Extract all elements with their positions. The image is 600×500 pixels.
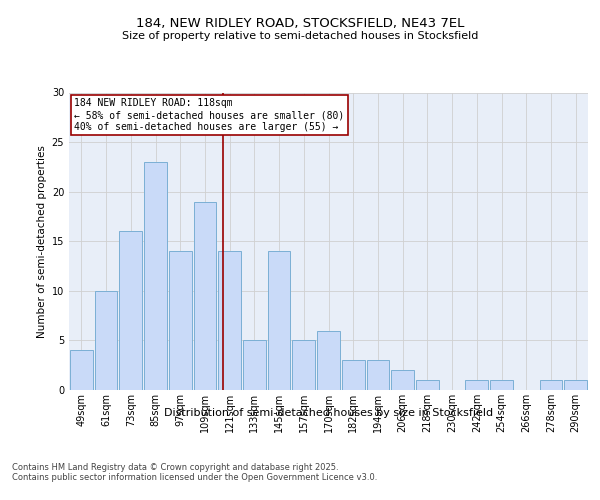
Bar bbox=[268, 251, 290, 390]
Bar bbox=[416, 380, 439, 390]
Bar bbox=[292, 340, 315, 390]
Bar bbox=[317, 330, 340, 390]
Text: 184, NEW RIDLEY ROAD, STOCKSFIELD, NE43 7EL: 184, NEW RIDLEY ROAD, STOCKSFIELD, NE43 … bbox=[136, 18, 464, 30]
Bar bbox=[119, 232, 142, 390]
Bar bbox=[367, 360, 389, 390]
Bar bbox=[194, 202, 216, 390]
Bar bbox=[466, 380, 488, 390]
Bar bbox=[564, 380, 587, 390]
Bar bbox=[218, 251, 241, 390]
Text: Distribution of semi-detached houses by size in Stocksfield: Distribution of semi-detached houses by … bbox=[164, 408, 493, 418]
Text: Size of property relative to semi-detached houses in Stocksfield: Size of property relative to semi-detach… bbox=[122, 31, 478, 41]
Bar bbox=[342, 360, 365, 390]
Bar bbox=[539, 380, 562, 390]
Bar bbox=[490, 380, 513, 390]
Bar bbox=[243, 340, 266, 390]
Bar bbox=[70, 350, 93, 390]
Bar bbox=[144, 162, 167, 390]
Text: Contains HM Land Registry data © Crown copyright and database right 2025.
Contai: Contains HM Land Registry data © Crown c… bbox=[12, 462, 377, 482]
Bar bbox=[95, 291, 118, 390]
Bar bbox=[391, 370, 414, 390]
Y-axis label: Number of semi-detached properties: Number of semi-detached properties bbox=[37, 145, 47, 338]
Bar bbox=[169, 251, 191, 390]
Text: 184 NEW RIDLEY ROAD: 118sqm
← 58% of semi-detached houses are smaller (80)
40% o: 184 NEW RIDLEY ROAD: 118sqm ← 58% of sem… bbox=[74, 98, 344, 132]
